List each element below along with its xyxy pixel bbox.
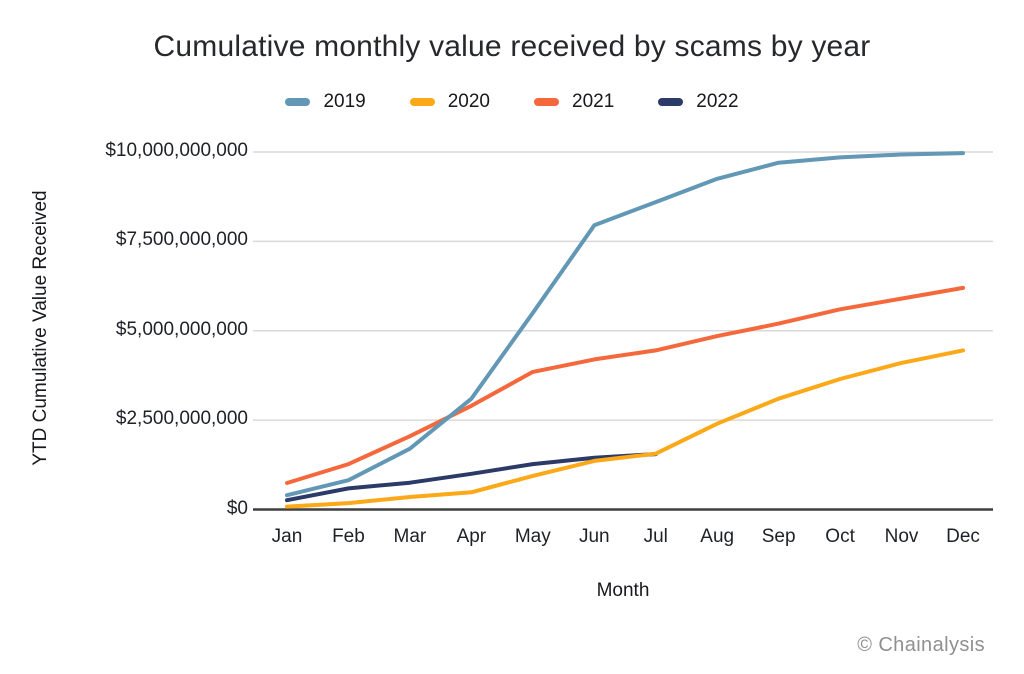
y-tick-label: $0 (226, 497, 248, 519)
y-tick-label: $10,000,000,000 (105, 140, 248, 161)
x-tick-label: Feb (332, 526, 365, 547)
y-tick-label: $2,500,000,000 (115, 408, 248, 430)
x-tick-label: Mar (393, 526, 427, 547)
chart-legend: 2019 2020 2021 2022 (0, 88, 1024, 116)
legend-label: 2022 (696, 91, 739, 112)
legend-item-2020: 2020 (409, 91, 490, 113)
x-tick-label: May (514, 526, 551, 547)
x-tick-label: Jul (643, 526, 668, 547)
legend-item-2022: 2022 (658, 91, 739, 113)
y-tick-label: $5,000,000,000 (115, 318, 248, 340)
legend-swatch-2019 (285, 98, 311, 106)
legend-swatch-2021 (534, 98, 559, 106)
legend-label: 2021 (572, 91, 615, 112)
x-tick-label: Apr (456, 526, 487, 547)
x-axis-title: Month (596, 580, 650, 601)
x-tick-label: Aug (700, 526, 735, 547)
chainalysis-watermark: © Chainalysis (857, 634, 985, 656)
legend-label: 2019 (323, 91, 366, 112)
x-tick-label: Oct (825, 526, 855, 547)
y-tick-label: $7,500,000,000 (115, 229, 248, 251)
series-line-2020 (285, 348, 965, 509)
y-axis-title: YTD Cumulative Value Received (30, 190, 51, 466)
x-tick-label: Dec (946, 526, 980, 547)
chart-title: Cumulative monthly value received by sca… (153, 30, 871, 63)
x-tick-label: Jan (271, 526, 303, 547)
legend-label: 2020 (447, 91, 490, 112)
legend-swatch-2022 (658, 98, 684, 106)
legend-item-2019: 2019 (285, 91, 366, 113)
x-tick-label: Sep (761, 526, 796, 547)
series-line-2019 (285, 151, 965, 498)
series-line-2021 (285, 285, 965, 485)
legend-item-2021: 2021 (534, 91, 614, 113)
x-tick-label: Jun (578, 526, 610, 547)
legend-swatch-2020 (409, 98, 435, 106)
x-tick-label: Nov (884, 526, 919, 547)
series-line-2022 (285, 452, 658, 503)
